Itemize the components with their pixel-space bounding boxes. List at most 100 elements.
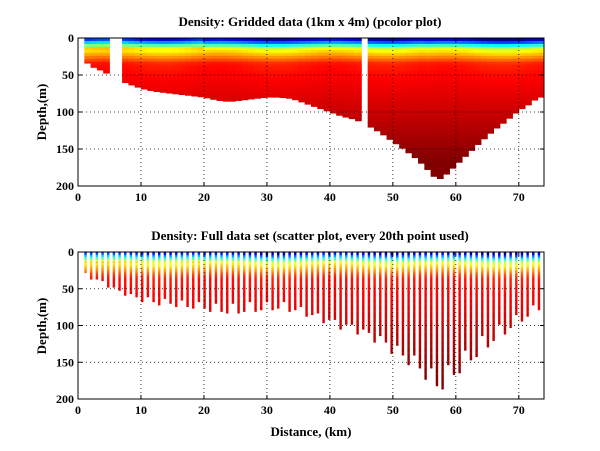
scatter-point-1116 — [288, 301, 291, 304]
pcolor-cell-1496 — [468, 43, 476, 48]
scatter-point-0 — [84, 251, 87, 254]
scatter-point-17 — [90, 258, 93, 261]
scatter-point-935 — [260, 282, 263, 285]
scatter-point-2639 — [447, 318, 450, 320]
pcolor-cell-1699 — [506, 46, 513, 51]
pcolor-cell-679 — [317, 67, 324, 71]
scatter-point-1362 — [328, 266, 331, 269]
pcolor-cell-942 — [380, 112, 387, 116]
scatter-point-3087 — [486, 289, 490, 291]
scatter-point-254 — [146, 266, 150, 269]
scatter-point-1708 — [367, 306, 371, 309]
pcolor-cell-976 — [386, 114, 394, 119]
scatter-point-2065 — [401, 342, 405, 345]
scatter-point-3040 — [481, 297, 484, 299]
pcolor-cell-1238 — [430, 70, 438, 74]
scatter-point-1676 — [367, 255, 371, 257]
scatter-point-1801 — [379, 285, 382, 288]
pcolor-cell-1123 — [411, 112, 419, 116]
pcolor-cell-1709 — [506, 76, 513, 80]
pcolor-cell-1191 — [424, 64, 432, 68]
pcolor-cell-1077 — [405, 91, 413, 95]
pcolor-cell-276 — [197, 76, 205, 80]
scatter-point-2539 — [441, 293, 444, 296]
pcolor-cell-969 — [386, 94, 394, 98]
scatter-point-2408 — [430, 332, 433, 335]
pcolor-cell-1365 — [443, 165, 450, 169]
pcolor-cell-791 — [342, 97, 350, 101]
scatter-point-606 — [209, 266, 212, 269]
scatter-point-854 — [248, 261, 252, 264]
scatter-point-2866 — [464, 327, 467, 330]
pcolor-cell-1110 — [411, 73, 419, 77]
pcolor-cell-1328 — [443, 55, 450, 60]
scatter-point-1982 — [396, 301, 399, 304]
scatter-point-2398 — [430, 316, 433, 319]
scatter-point-1734 — [373, 268, 376, 270]
pcolor-cell-1319 — [436, 171, 444, 175]
pcolor-cell-115 — [147, 55, 154, 60]
pcolor-cell-618 — [298, 91, 306, 95]
scatter-point-1216 — [305, 290, 308, 293]
scatter-point-2906 — [469, 293, 473, 296]
scatter-point-1004 — [271, 285, 274, 288]
scatter-point-501 — [192, 259, 195, 262]
pcolor-cell-152 — [159, 55, 167, 60]
scatter-point-1900 — [390, 271, 393, 274]
scatter-point-2496 — [435, 358, 439, 361]
pcolor-cell-291 — [203, 61, 211, 66]
scatter-point-1755 — [373, 301, 376, 304]
pcolor-cell-1716 — [506, 97, 513, 101]
scatter-point-56 — [101, 266, 104, 269]
scatter-point-1052 — [277, 305, 280, 307]
scatter-point-1185 — [299, 295, 303, 298]
scatter-point-1791 — [379, 269, 382, 272]
scatter-point-1281 — [316, 268, 320, 270]
pcolor-cell-1067 — [405, 61, 413, 66]
scatter-point-153 — [124, 284, 127, 286]
scatter-point-2411 — [430, 337, 433, 340]
scatter-point-1085 — [288, 251, 291, 254]
scatter-point-2009 — [401, 251, 405, 254]
scatter-point-171 — [129, 269, 133, 272]
scatter-point-58 — [101, 269, 104, 272]
pcolor-cells — [84, 38, 545, 179]
scatter-point-2653 — [447, 340, 450, 343]
pcolor-cell-1576 — [481, 61, 488, 66]
pcolor-ytick-label-4: 200 — [56, 179, 74, 193]
scatter-point-2177 — [413, 306, 416, 309]
pcolor-cell-570 — [285, 73, 293, 77]
scatter-point-1901 — [390, 272, 393, 275]
pcolor-cell-116 — [147, 58, 154, 63]
pcolor-cell-1703 — [506, 58, 513, 63]
scatter-point-2764 — [458, 284, 461, 286]
pcolor-cell-1649 — [493, 76, 501, 80]
pcolor-cell-1108 — [411, 67, 419, 71]
scatter-point-1802 — [379, 287, 382, 290]
scatter-point-730 — [226, 295, 229, 298]
scatter-point-1879 — [384, 327, 388, 330]
scatter-point-2679 — [452, 269, 456, 272]
scatter-point-1223 — [305, 301, 308, 304]
scatter-point-1391 — [328, 313, 331, 316]
scatter-point-160 — [129, 251, 133, 254]
scatter-point-1027 — [277, 264, 280, 267]
scatter-point-2245 — [418, 313, 422, 316]
scatter-point-174 — [129, 274, 133, 277]
pcolor-cell-936 — [380, 94, 387, 98]
pcolor-cell-1213 — [424, 129, 432, 134]
scatter-point-707 — [226, 258, 229, 261]
scatter-point-915 — [254, 310, 257, 312]
pcolor-cell-142 — [153, 82, 161, 86]
scatter-point-2743 — [452, 373, 456, 375]
scatter-point-2816 — [458, 368, 461, 371]
scatter-point-128 — [118, 282, 121, 285]
scatter-point-2640 — [447, 319, 450, 322]
scatter-point-102 — [112, 276, 116, 278]
scatter-point-2522 — [441, 266, 444, 269]
pcolor-cell-277 — [197, 79, 205, 83]
scatter-point-681 — [220, 276, 223, 278]
pcolor-cell-1458 — [462, 49, 469, 54]
scatter-point-1967 — [396, 277, 399, 280]
scatter-point-2438 — [435, 264, 439, 267]
